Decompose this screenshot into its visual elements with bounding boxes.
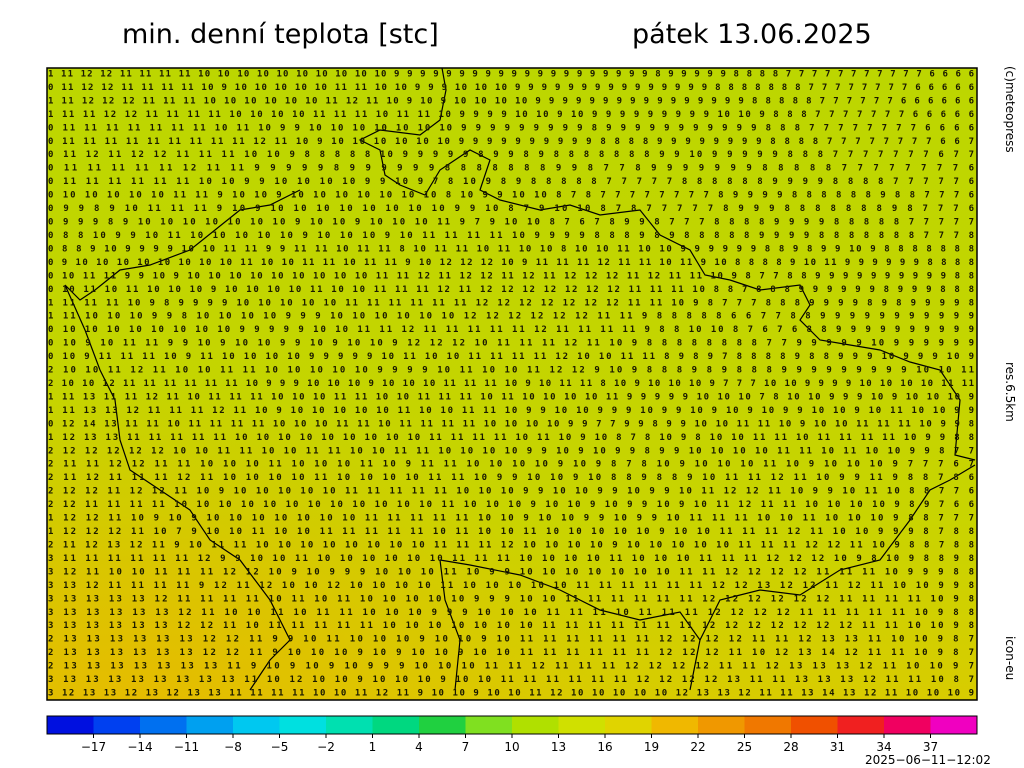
- grid-row: 1 12 12 11 10 9 10 9 10 10 10 10 10 10 1…: [48, 514, 974, 524]
- colorbar-segment: [47, 716, 94, 734]
- colorbar-label: 25: [737, 740, 752, 754]
- grid-row: 0 12 14 13 11 11 10 11 11 11 11 10 10 10…: [48, 419, 974, 429]
- colorbar-label: 4: [415, 740, 423, 754]
- value-grid: 1 11 12 12 11 11 11 11 10 10 10 10 10 10…: [48, 70, 974, 699]
- model: icon-eu: [1003, 636, 1017, 680]
- credit: (c)meteopress: [1003, 66, 1017, 153]
- colorbar-segment: [837, 716, 885, 734]
- colorbar-label: 37: [923, 740, 938, 754]
- colorbar-segment: [698, 716, 745, 734]
- map-field-warm: [47, 68, 977, 700]
- colorbar-segment: [279, 716, 327, 734]
- colorbar-segment: [884, 716, 931, 734]
- colorbar-label: 34: [876, 740, 891, 754]
- colorbar-segment: [651, 716, 699, 734]
- grid-row: 1 12 13 13 11 11 11 11 11 10 10 10 10 10…: [48, 433, 974, 443]
- colorbar-label: −8: [224, 740, 242, 754]
- grid-row: 1 11 10 10 10 9 9 8 10 10 10 10 9 9 9 10…: [48, 312, 974, 322]
- grid-row: 1 12 12 12 11 10 7 9 10 10 11 10 10 11 1…: [48, 527, 974, 537]
- grid-row: 1 11 11 12 12 11 11 11 11 10 10 10 10 11…: [48, 110, 974, 120]
- colorbar-segment: [372, 716, 420, 734]
- colorbar-label: −17: [81, 740, 106, 754]
- colorbar-label: 1: [369, 740, 377, 754]
- grid-row: 0 11 11 11 11 11 12 11 11 9 9 9 9 9 8 9 …: [48, 164, 974, 174]
- grid-row: 3 12 13 13 12 13 12 13 13 11 11 11 11 10…: [48, 689, 974, 699]
- grid-row: 0 11 12 12 11 11 11 11 10 9 10 10 10 10 …: [48, 83, 974, 93]
- colorbar-segment: [605, 716, 652, 734]
- colorbar-segment: [140, 716, 187, 734]
- grid-row: 0 8 8 9 10 9 9 9 9 10 10 11 11 9 9 11 11…: [48, 244, 974, 254]
- timestamp: 2025−06−11−12:02: [865, 753, 991, 767]
- grid-row: 3 13 13 13 13 13 12 11 10 10 11 10 11 11…: [48, 608, 974, 618]
- colorbar-label: 7: [462, 740, 470, 754]
- grid-row: 1 11 12 12 12 11 11 11 10 10 10 10 10 10…: [48, 96, 974, 106]
- colorbar-label: 28: [783, 740, 798, 754]
- grid-row: 2 12 12 12 12 12 10 10 11 11 10 10 11 11…: [48, 446, 974, 456]
- grid-row: 0 10 11 10 11 10 10 10 9 10 10 10 10 11 …: [48, 285, 974, 295]
- resolution: res.6.5km: [1003, 362, 1017, 422]
- colorbar-segment: [791, 716, 838, 734]
- date: pátek 13.06.2025: [632, 19, 872, 50]
- colorbar-segment: [558, 716, 606, 734]
- colorbar-label: −2: [317, 740, 335, 754]
- colorbar-label: 31: [830, 740, 845, 754]
- title: min. denní teplota [stc]: [122, 19, 439, 50]
- grid-row: 0 9 9 8 9 10 11 11 11 9 10 9 10 10 10 10…: [48, 204, 974, 214]
- colorbar-label: −5: [271, 740, 289, 754]
- grid-row: 1 11 13 13 12 11 11 11 12 11 10 9 10 10 …: [48, 406, 974, 416]
- colorbar-segment: [419, 716, 466, 734]
- colorbar-label: −14: [127, 740, 152, 754]
- grid-row: 1 11 12 12 11 11 11 11 10 10 10 10 10 10…: [48, 70, 974, 80]
- colorbar-segment: [930, 716, 978, 734]
- grid-row: 0 11 11 11 11 11 11 10 10 9 9 10 10 10 1…: [48, 177, 974, 187]
- colorbar-segment: [233, 716, 280, 734]
- grid-row: 0 11 11 11 11 11 11 11 11 11 12 11 10 9 …: [48, 137, 974, 147]
- grid-row: 0 10 11 11 9 9 10 9 10 10 10 10 10 10 10…: [48, 271, 974, 281]
- colorbar-segment: [186, 716, 234, 734]
- colorbar-label: 13: [551, 740, 566, 754]
- grid-row: 0 10 10 10 10 10 10 10 10 9 9 9 9 9 10 1…: [48, 325, 974, 335]
- grid-row: 0 10 10 10 10 10 11 11 9 10 10 9 10 10 1…: [48, 191, 974, 201]
- grid-row: 3 13 13 13 13 13 13 13 13 11 10 12 10 10…: [48, 675, 974, 685]
- grid-row: 2 11 12 13 12 11 9 10 11 11 10 10 10 10 …: [48, 540, 974, 550]
- grid-row: 0 11 11 11 11 11 11 11 10 11 10 9 9 10 1…: [48, 123, 974, 133]
- map-frame: [46, 67, 978, 701]
- grid-row: 0 11 12 11 12 12 11 11 11 10 10 9 8 8 8 …: [48, 150, 974, 160]
- colorbar-segment: [512, 716, 559, 734]
- grid-row: 2 12 11 11 11 11 10 10 10 10 10 10 10 10…: [48, 500, 974, 510]
- grid-row: 1 11 11 11 10 9 8 9 9 9 9 10 10 10 10 10…: [48, 298, 974, 308]
- grid-row: 0 9 10 10 10 10 10 10 10 10 11 10 10 11 …: [48, 258, 974, 268]
- colorbar-segment: [93, 716, 141, 734]
- grid-row: 3 13 12 11 11 11 11 9 12 11 12 10 10 12 …: [48, 581, 974, 591]
- borders: [64, 67, 976, 691]
- colorbar: −17 −14 −11 −8 −5 −2 1 4 7 10 13 16 19 22 25 28 31 34 37: [46, 715, 978, 754]
- colorbar-segment: [465, 716, 513, 734]
- grid-row: 2 13 13 13 13 13 13 13 11 9 10 9 10 9 10…: [48, 662, 974, 672]
- colorbar-label: 16: [597, 740, 612, 754]
- colorbar-label: 10: [504, 740, 519, 754]
- grid-row: 0 10 9 11 11 11 10 9 11 10 10 10 10 9 9 …: [48, 352, 974, 362]
- grid-row: 1 11 13 11 11 12 11 10 11 11 11 10 10 10…: [48, 392, 974, 402]
- colorbar-label: −11: [174, 740, 199, 754]
- colorbar-segment: [744, 716, 792, 734]
- grid-row: 2 12 12 11 12 12 11 10 9 10 10 10 10 10 …: [48, 487, 974, 497]
- colorbar-label: 22: [690, 740, 705, 754]
- colorbar-segment: [326, 716, 373, 734]
- colorbar-label: 19: [644, 740, 659, 754]
- grid-row: 2 10 10 12 11 11 11 11 11 11 10 9 9 9 10…: [48, 379, 974, 389]
